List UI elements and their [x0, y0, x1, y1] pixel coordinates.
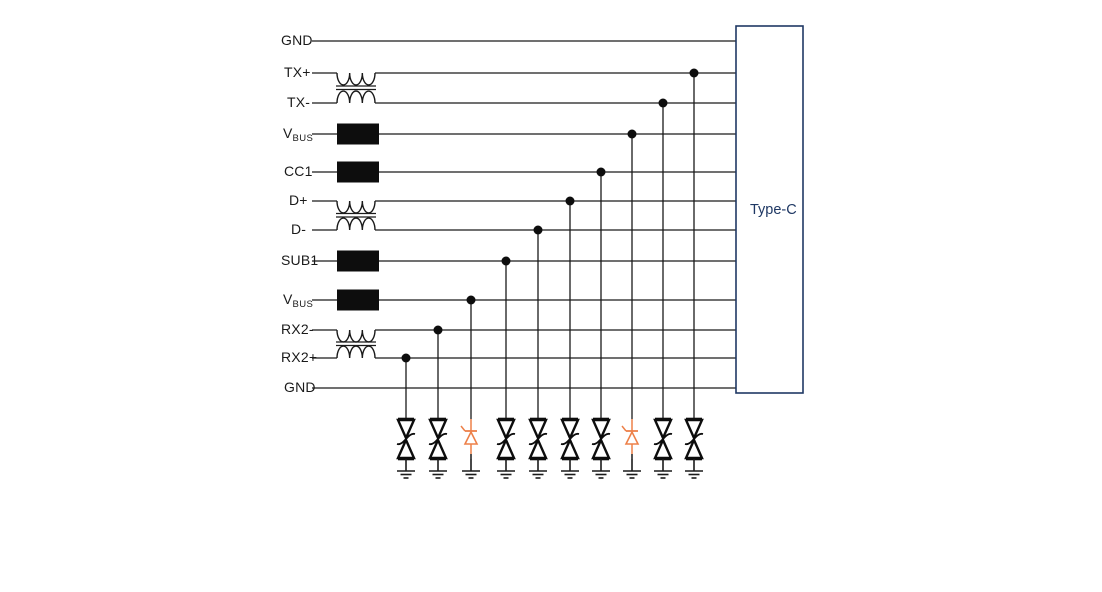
net-label-text: V — [283, 125, 293, 141]
type-c-connector-label: Type-C — [750, 202, 797, 218]
ferrite-bead-cc1 — [337, 161, 379, 183]
tvs-diode-d-plus-zener-slash — [560, 433, 580, 445]
net-label-text: RX2+ — [281, 349, 318, 365]
junction-dot-sub1 — [501, 256, 511, 266]
choke-winding-tx-minus — [336, 90, 376, 104]
tvs-diode-sub1-upper-triangle — [496, 418, 516, 441]
net-label-subscript: BUS — [292, 132, 314, 144]
net-label-text: CC1 — [284, 163, 313, 179]
zener-diode-vbus-2-cathode-hook — [460, 425, 466, 432]
net-label-text: TX- — [287, 94, 311, 110]
tvs-diode-cc1-upper-triangle — [591, 418, 611, 441]
type-c-connector-box — [735, 25, 804, 394]
tvs-diode-tx-plus-zener-slash — [684, 433, 704, 445]
junction-dot-cc1 — [596, 167, 606, 177]
choke-winding-d-minus — [336, 217, 376, 231]
ferrite-bead-vbus-1 — [337, 123, 379, 145]
net-label-d-plus: D+ — [289, 192, 308, 208]
tvs-diode-tx-minus-zener-slash — [653, 433, 673, 445]
tvs-diode-d-minus-zener-slash — [528, 433, 548, 445]
tvs-diode-rx2-minus-zener-slash — [428, 433, 448, 445]
junction-dot-d-minus — [533, 225, 543, 235]
choke-winding-rx2-minus — [336, 329, 376, 343]
tvs-diode-rx2-plus-zener-slash — [396, 433, 416, 445]
choke-winding-d-plus — [336, 200, 376, 214]
junction-dot-d-plus — [565, 196, 575, 206]
net-label-text: GND — [284, 379, 316, 395]
net-label-text: V — [283, 291, 293, 307]
tvs-diode-sub1-zener-slash — [496, 433, 516, 445]
net-label-text: GND — [281, 32, 313, 48]
tvs-diode-rx2-minus-upper-triangle — [428, 418, 448, 441]
net-label-gnd-top: GND — [281, 32, 313, 48]
net-label-gnd-bottom: GND — [284, 379, 316, 395]
choke-winding-rx2-plus — [336, 345, 376, 359]
junction-dot-vbus-1 — [627, 129, 637, 139]
net-label-sub1: SUB1 — [281, 252, 318, 268]
net-label-text: D- — [291, 221, 307, 237]
junction-dot-rx2-minus — [433, 325, 443, 335]
zener-diode-vbus-1-cathode-hook — [621, 425, 627, 432]
net-label-tx-minus: TX- — [287, 94, 310, 110]
junction-dot-vbus-2 — [466, 295, 476, 305]
net-label-rx2-plus: RX2+ — [281, 349, 317, 365]
tvs-diode-tx-plus-upper-triangle — [684, 418, 704, 441]
net-label-text: RX2- — [281, 321, 314, 337]
ferrite-bead-vbus-2 — [337, 289, 379, 311]
tvs-diode-d-minus-upper-triangle — [528, 418, 548, 441]
net-label-rx2-minus: RX2- — [281, 321, 314, 337]
choke-winding-tx-plus — [336, 72, 376, 86]
tvs-diode-d-plus-upper-triangle — [560, 418, 580, 441]
net-label-subscript: BUS — [292, 298, 314, 310]
tvs-diode-cc1-zener-slash — [591, 433, 611, 445]
tvs-diode-tx-minus-upper-triangle — [653, 418, 673, 441]
net-label-vbus-1: VBUS — [283, 125, 313, 144]
zener-diode-vbus-1-triangle — [624, 430, 640, 445]
junction-dot-tx-plus — [689, 68, 699, 78]
ferrite-bead-sub1 — [337, 250, 379, 272]
net-label-text: TX+ — [284, 64, 311, 80]
net-label-d-minus: D- — [291, 221, 306, 237]
net-label-cc1: CC1 — [284, 163, 313, 179]
zener-diode-vbus-2-triangle — [463, 430, 479, 445]
net-label-text: SUB1 — [281, 252, 319, 268]
tvs-diode-rx2-plus-upper-triangle — [396, 418, 416, 441]
junction-dot-tx-minus — [658, 98, 668, 108]
junction-dot-rx2-plus — [401, 353, 411, 363]
net-label-text: D+ — [289, 192, 308, 208]
net-label-tx-plus: TX+ — [284, 64, 311, 80]
net-label-vbus-2: VBUS — [283, 291, 313, 310]
